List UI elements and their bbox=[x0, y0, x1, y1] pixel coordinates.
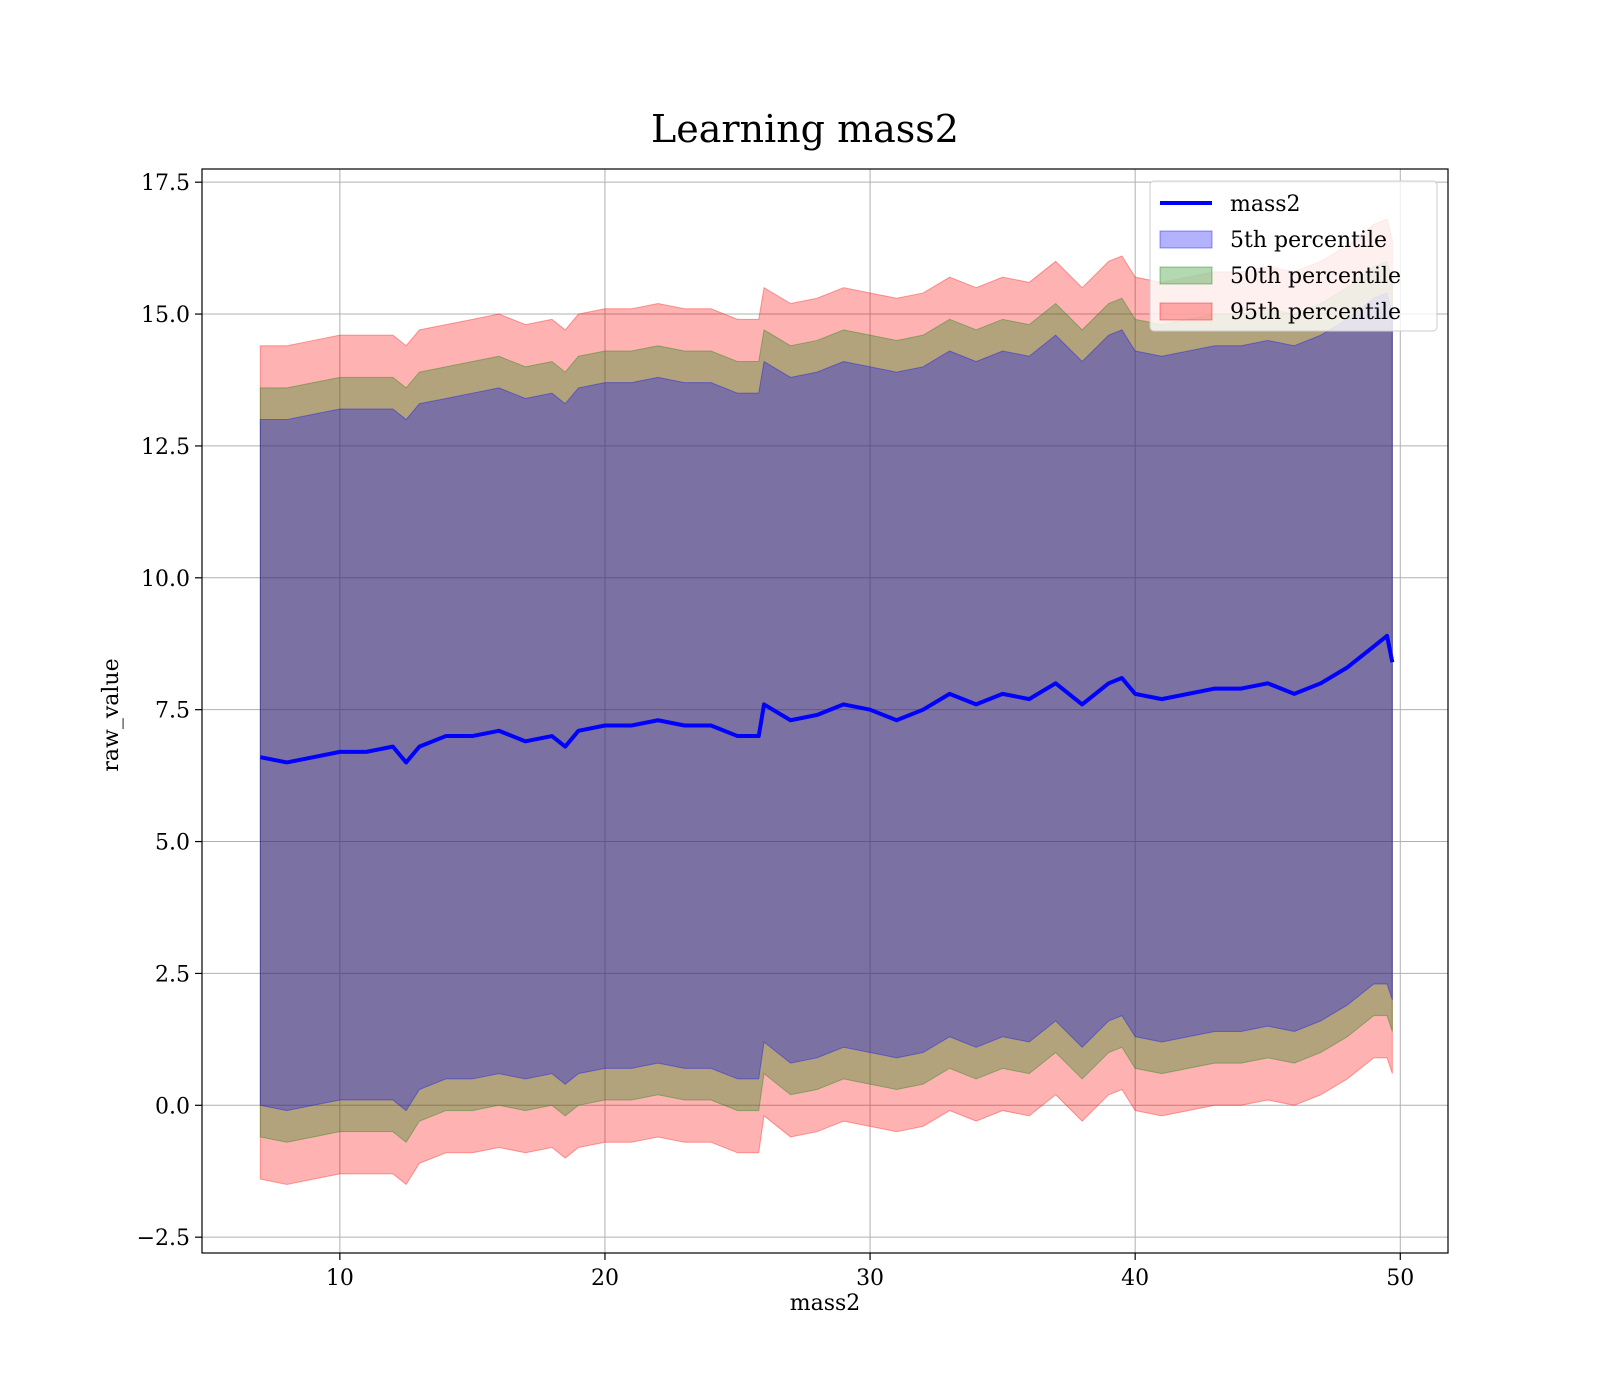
legend-label: 50th percentile bbox=[1230, 264, 1401, 289]
axes: 10 20 30 40 50 −2.5 0.0 2.5 5.0 7.5 10.0 12.5 15.0 17… bbox=[137, 168, 1449, 1291]
legend: mass2 5th percentile 50th percentile 95th p… bbox=[1149, 180, 1438, 332]
x-tick-label: 20 bbox=[591, 1266, 619, 1291]
series-lines bbox=[259, 633, 1395, 765]
plot-frame bbox=[201, 168, 1449, 1254]
legend-swatch-patch bbox=[1159, 266, 1213, 285]
x-tick-label: 40 bbox=[1121, 1266, 1149, 1291]
y-tick-label: 17.5 bbox=[141, 171, 190, 196]
legend-swatch-patch bbox=[1159, 302, 1213, 321]
chart-title: Learning mass2 bbox=[651, 107, 959, 151]
x-axis-label: mass2 bbox=[790, 1291, 861, 1316]
y-tick-label: 12.5 bbox=[141, 435, 190, 460]
y-tick-label: 5.0 bbox=[155, 831, 190, 856]
y-tick-label: 15.0 bbox=[141, 303, 190, 328]
y-axis-label: raw_value bbox=[99, 658, 124, 771]
band-50th-percentile bbox=[259, 260, 1393, 1143]
x-tick-label: 30 bbox=[856, 1266, 884, 1291]
legend-label: mass2 bbox=[1230, 192, 1301, 217]
band-5th-percentile bbox=[259, 292, 1393, 1112]
percentile-bands bbox=[259, 218, 1393, 1186]
x-tick-label: 10 bbox=[326, 1266, 354, 1291]
legend-label: 95th percentile bbox=[1230, 300, 1401, 325]
series-line-mass2 bbox=[259, 633, 1395, 765]
x-tick-label: 50 bbox=[1386, 1266, 1414, 1291]
y-tick-label: 10.0 bbox=[141, 567, 190, 592]
y-tick-label: 2.5 bbox=[155, 962, 190, 987]
legend-box bbox=[1149, 180, 1438, 332]
y-tick-label: −2.5 bbox=[137, 1226, 190, 1251]
legend-label: 5th percentile bbox=[1230, 228, 1387, 253]
y-tick-label: 7.5 bbox=[155, 699, 190, 724]
y-tick-label: 0.0 bbox=[155, 1094, 190, 1119]
band-95th-percentile bbox=[259, 218, 1393, 1186]
legend-swatch-patch bbox=[1159, 230, 1213, 249]
